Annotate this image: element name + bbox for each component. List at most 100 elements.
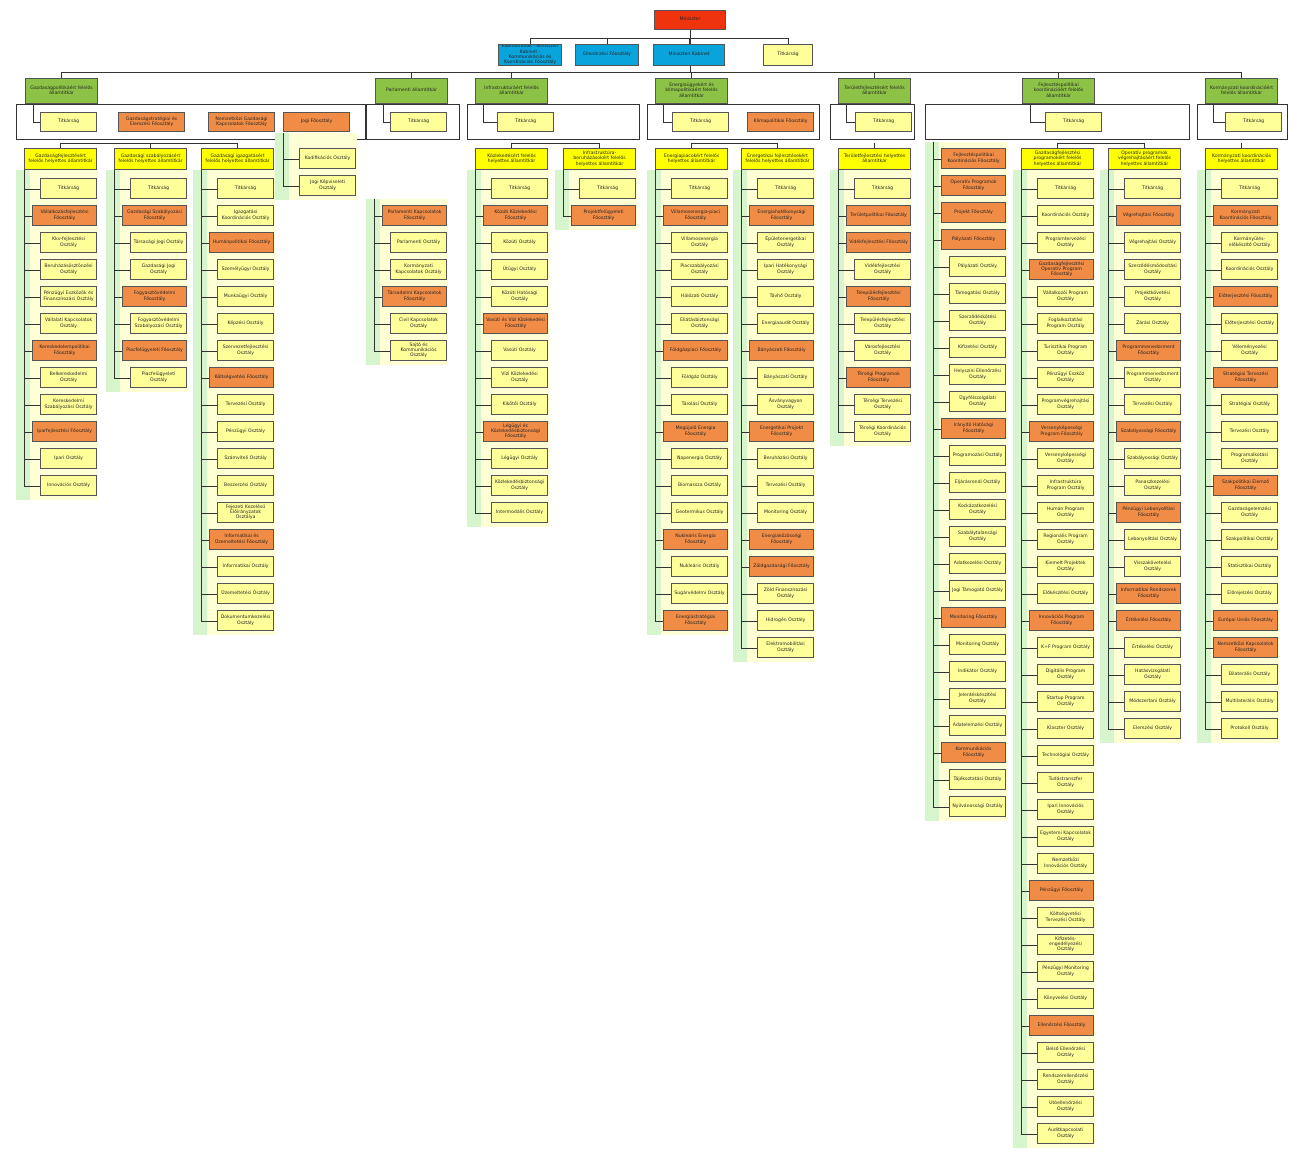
connector [24,485,41,487]
deputy-state-secretary: Területfejlesztési helyettes államtitkár [838,148,911,170]
unit: Beruházásösztönzési Osztály [40,259,97,280]
department: Operatív Programok Főosztály [941,175,1006,196]
department: Innovációs Program Főosztály [1029,610,1094,631]
unit: Pénzügyi Eszköz Osztály [1037,367,1094,388]
connector [933,347,950,349]
unit: Ellátásbiztonsági Osztály [671,313,728,334]
unit: Sajtó és Kommunikációs Osztály [390,340,447,361]
unit: Nukleáris Osztály [671,556,728,577]
connector [1021,404,1038,406]
connector [33,104,34,123]
unit: Képzési Osztály [217,313,274,334]
connector [24,188,41,190]
connector [691,143,778,144]
connector [874,72,875,79]
deputy-state-secretary: Gazdasági szabályozásért felelős helyett… [114,148,187,170]
unit: Koordinációs Osztály [1221,259,1278,280]
unit: Módszertani Osztály [1124,691,1181,712]
state-secretary: Energiaügyekért és klímapolitikáért fele… [655,78,728,104]
unit: Kereskedelmi Szabályozási Osztály [40,394,97,415]
connector [1108,647,1125,649]
unit: Tárolási Osztály [671,394,728,415]
unit: Kodifikációs Osztály [299,148,356,169]
connector [475,323,484,325]
unit: Informatikai Osztály [217,556,274,577]
department: Földgázpiaci Főosztály [663,340,728,361]
unit: Titkárság [130,178,187,199]
connector [201,404,218,406]
department: Kormányzati Koordinációs Főosztály [1213,205,1278,226]
connector [1108,215,1117,217]
connector [691,72,692,79]
connector [933,455,950,457]
connector [60,143,61,149]
connector [933,374,950,376]
department: Európai Uniós Főosztály [1213,610,1278,631]
unit: Jogi Támogató Osztály [949,580,1006,601]
department: Társadalmi Kapcsolatok Főosztály [382,286,447,307]
connector [838,296,847,298]
connector [1021,1052,1038,1054]
unit: Vállalkozói Program Osztály [1037,286,1094,307]
connector [1108,170,1109,730]
unit: Elektromobilitási Osztály [757,637,814,658]
unit: Zárási Osztály [1124,313,1181,334]
connector [1108,242,1125,244]
connector [741,188,758,190]
unit: Piacszabályozási Osztály [671,259,728,280]
connector [24,377,41,379]
department: Gazdaságstratégiai és Elemzési Főosztály [118,112,185,132]
department: Irányító Hatósági Főosztály [941,418,1006,439]
unit: Tájékoztatási Osztály [949,769,1006,790]
connector [1108,269,1125,271]
deputy-state-secretary: Gazdasági igazgatásért felelős helyettes… [201,148,274,170]
deputy-state-secretary: Közlekedésért felelős helyettes államtit… [475,148,548,170]
connector [1021,620,1030,622]
connector [655,296,672,298]
connector [1021,539,1038,541]
unit: Egyetemi Kapcsolatok Osztály [1037,826,1094,847]
column-stripe [16,170,30,500]
unit: Szerződéskötési Osztály [949,310,1006,331]
connector [1021,377,1038,379]
department: Parlamenti Kapcsolatok Főosztály [382,205,447,226]
connector [1108,188,1125,190]
unit: Kockázatkezelési Osztály [949,499,1006,520]
connector [1021,593,1038,595]
connector [655,566,672,568]
unit: Panaszkezelési Osztály [1124,475,1181,496]
connector [655,323,672,325]
unit: Támogatási Osztály [949,283,1006,304]
connector [607,38,608,45]
department: Végrehajtási Főosztály [1116,205,1181,226]
unit: Adatelemzési Osztály [949,715,1006,736]
office: Titkárság [763,44,813,66]
unit: Zöld Finanszírozási Osztály [757,583,814,604]
unit: Titkárság [854,178,911,199]
connector [1021,1133,1038,1135]
connector [655,458,672,460]
unit: Közúti Hatósági Osztály [491,286,548,307]
connector [1108,728,1125,730]
unit: Légügyi Osztály [491,448,548,469]
unit: Elemzési Osztály [1124,718,1181,739]
department: Projektfelügyeleti Főosztály [571,205,636,226]
unit: Titkárság [579,178,636,199]
column-stripe [555,170,569,230]
deputy-state-secretary: Gazdaságfejlesztési programokért felelős… [1021,148,1094,170]
connector [24,431,33,433]
unit: Szabályossági Osztály [1124,448,1181,469]
office: Titkárság [40,112,97,132]
connector [933,239,942,241]
connector [741,485,758,487]
unit: Beruházási Osztály [757,448,814,469]
unit: Stratégiai Osztály [1221,394,1278,415]
unit: Indikátor Osztály [949,661,1006,682]
unit: Auditkapcsolati Osztály [1037,1123,1094,1144]
column-stripe [830,170,844,446]
unit: Biomassza Osztály [671,475,728,496]
connector [475,215,484,217]
connector [1021,836,1038,838]
unit: Beszerzési Osztály [217,475,274,496]
unit: Útügyi Osztály [491,259,548,280]
